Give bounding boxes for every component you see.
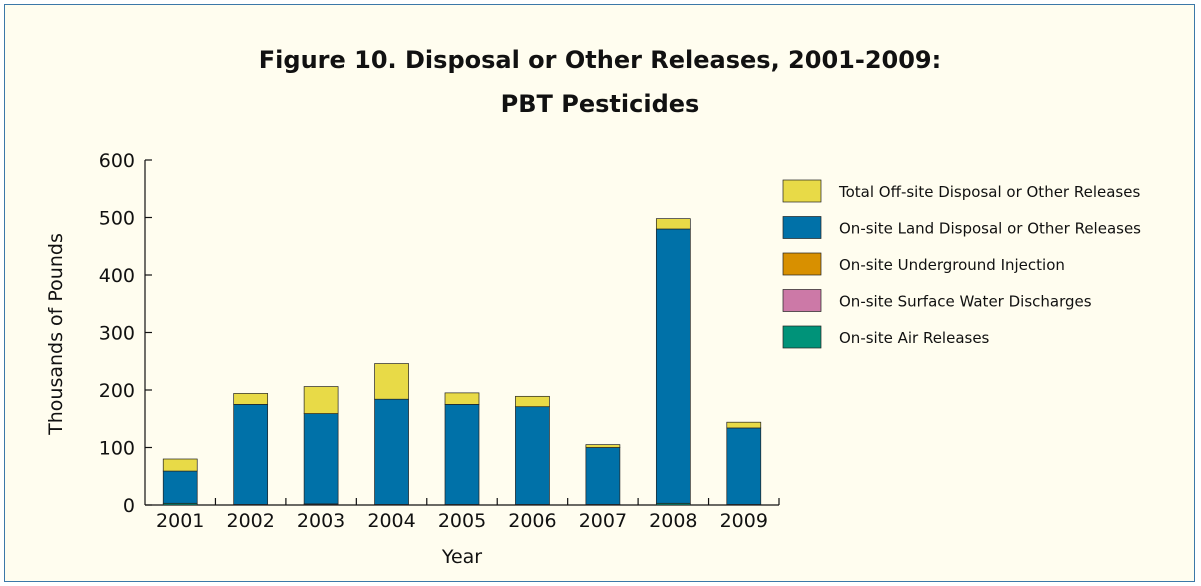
legend-label: On-site Land Disposal or Other Releases [839, 220, 1141, 238]
bar-segment [303, 413, 339, 505]
chart-title: Figure 10. Disposal or Other Releases, 2… [259, 46, 941, 74]
x-tick-label: 2006 [508, 510, 556, 532]
x-axis-label: Year [441, 546, 482, 568]
x-tick-label: 2004 [367, 510, 415, 532]
x-tick-label: 2002 [226, 510, 274, 532]
bar-segment [374, 363, 409, 400]
plot-area: 0 100 200 300 400 500 600 2001 2002 2003 2004 2005 2… [99, 150, 780, 532]
bar-segment [655, 218, 691, 230]
legend-swatch [782, 325, 822, 349]
bar-segment [515, 406, 550, 505]
x-tick-label: 2008 [649, 510, 697, 532]
legend: Total Off-site Disposal or Other Release… [782, 179, 1141, 349]
legend-swatch [782, 216, 822, 239]
x-tick-label: 2009 [720, 510, 768, 532]
legend-swatch [782, 179, 822, 203]
legend-label: On-site Surface Water Discharges [839, 293, 1092, 311]
bar-segment [162, 470, 198, 504]
bar-segment [233, 404, 269, 505]
legend-label: On-site Underground Injection [839, 256, 1065, 274]
bar-segment [515, 395, 550, 408]
x-tick-label: 2007 [579, 510, 627, 532]
y-tick-label: 100 [99, 438, 135, 460]
legend-swatch [782, 252, 822, 276]
bar-segment [444, 404, 480, 505]
bar-segment [444, 392, 480, 405]
x-tick-label: 2003 [297, 510, 345, 532]
y-tick-label: 400 [99, 265, 135, 287]
bar-segment [585, 447, 621, 505]
chart-subtitle: PBT Pesticides [501, 90, 700, 118]
x-tick-label: 2001 [156, 510, 204, 532]
bar-segment [726, 421, 762, 429]
y-tick-label: 200 [99, 380, 135, 402]
y-tick-label: 600 [99, 150, 135, 172]
bar-segment [233, 393, 269, 405]
y-tick-label: 500 [99, 208, 135, 230]
legend-label: On-site Air Releases [839, 329, 990, 347]
bar-segment [585, 444, 621, 448]
legend-label: Total Off-site Disposal or Other Release… [838, 183, 1140, 201]
x-tick-label: 2005 [438, 510, 486, 532]
bar-segment [726, 427, 762, 505]
legend-swatch [782, 289, 822, 312]
y-tick-label: 300 [99, 323, 135, 345]
bar-segment [162, 458, 198, 472]
y-axis-label: Thousands of Pounds [45, 233, 67, 436]
bar-segment [655, 228, 691, 504]
bar-segment [374, 398, 409, 505]
y-tick-label: 0 [123, 495, 135, 517]
bar-segment [303, 386, 339, 414]
